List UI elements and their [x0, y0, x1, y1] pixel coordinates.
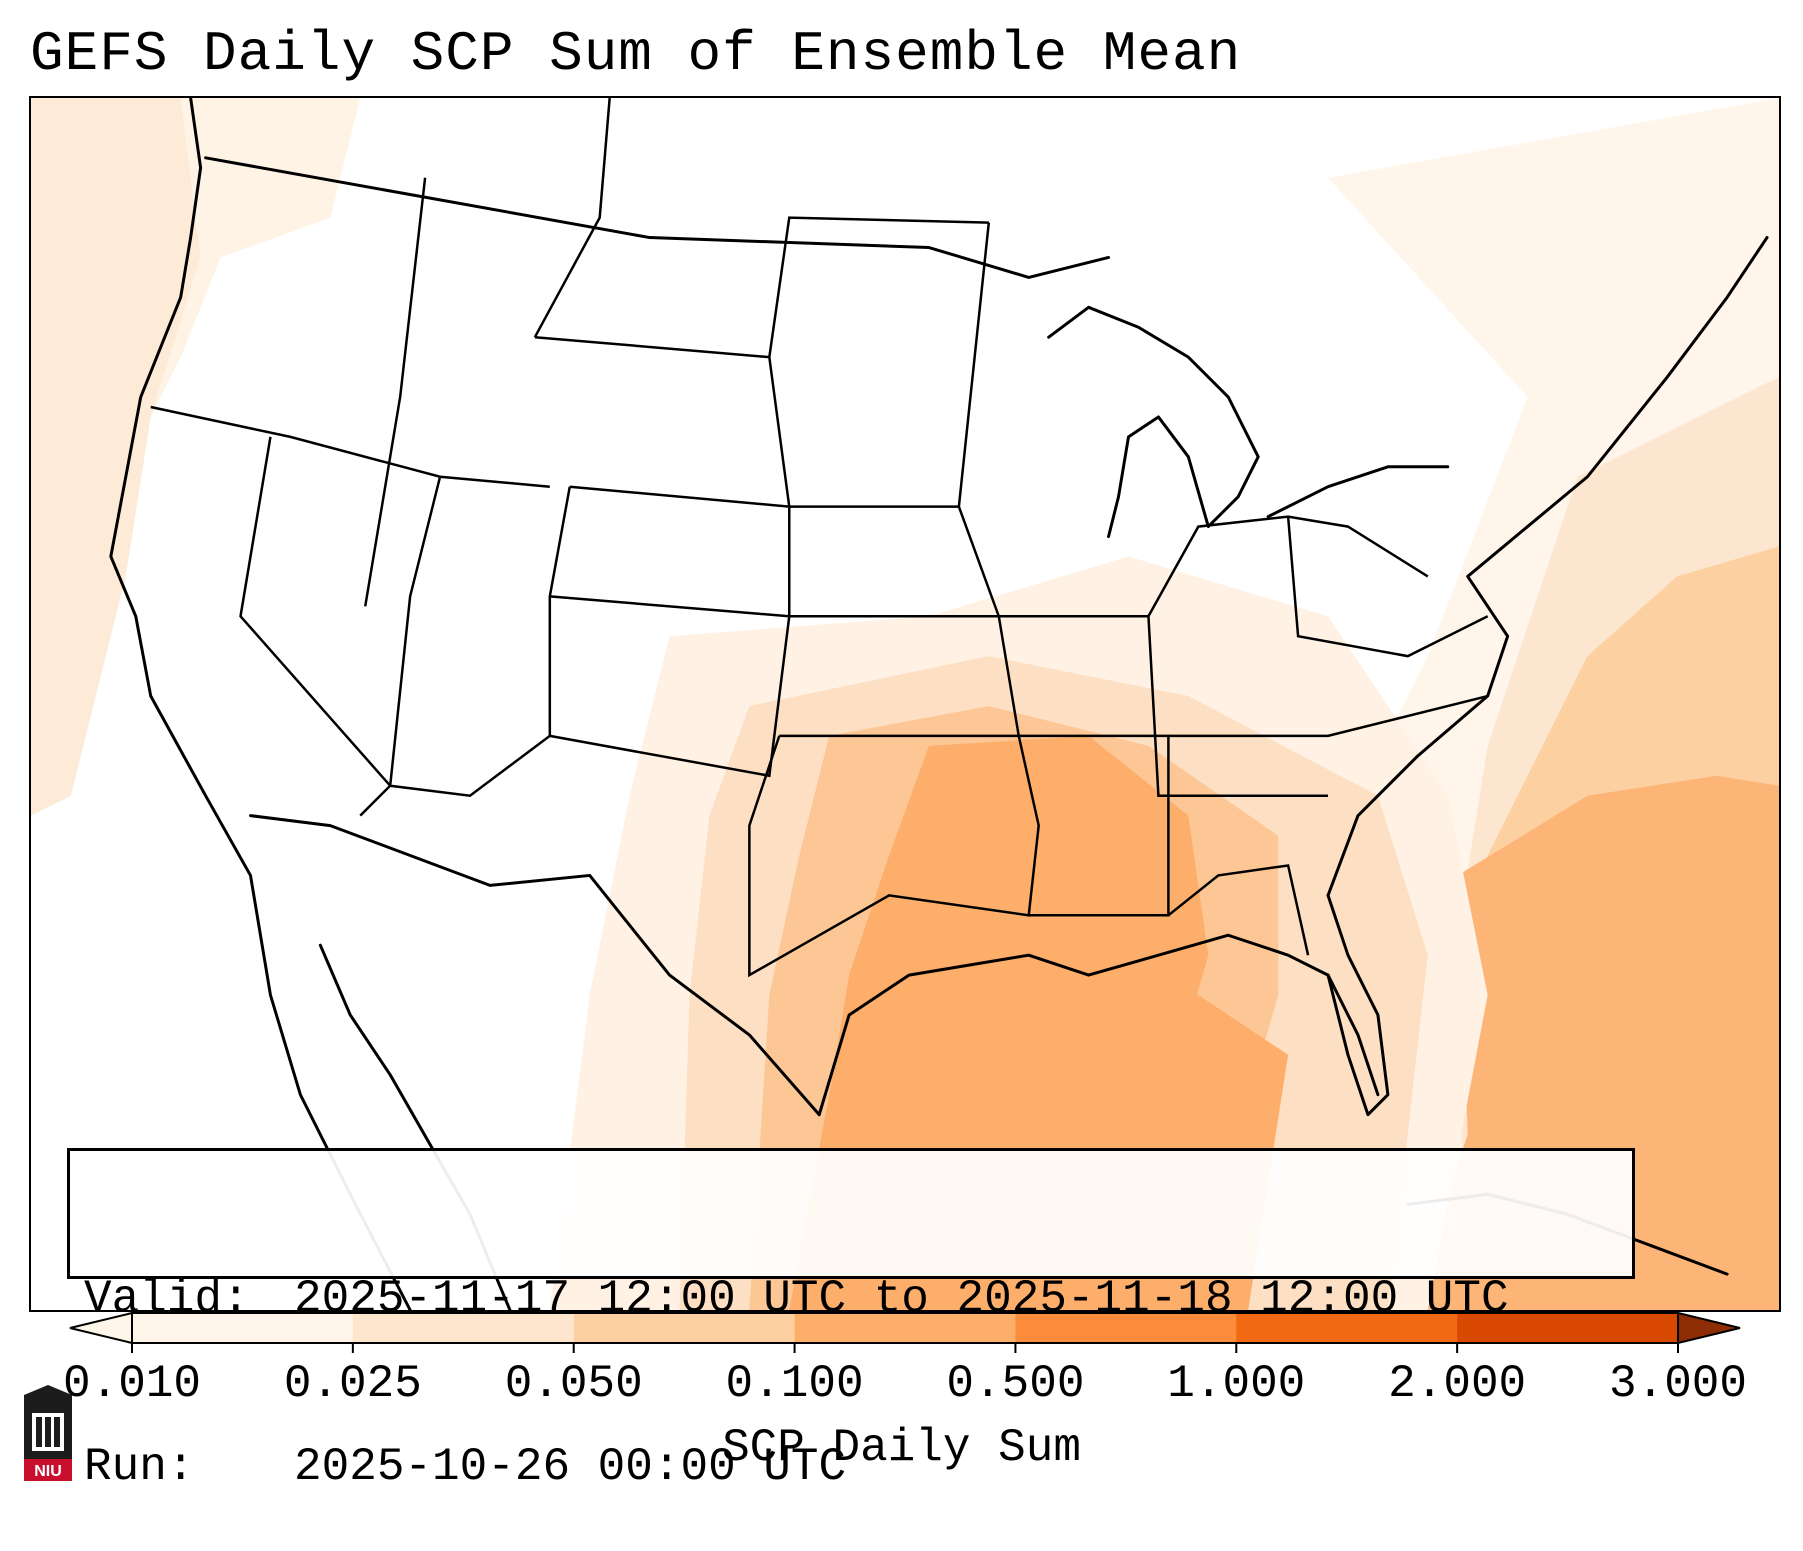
colorbar-svg [69, 1311, 1741, 1353]
coastline-west [109, 98, 412, 1310]
border-mexico [249, 814, 821, 1117]
niu-castle-icon: NIU [24, 1385, 72, 1481]
colorbar [69, 1311, 1741, 1353]
state-line-1 [364, 177, 427, 607]
shade-pacific-lightest [150, 98, 361, 417]
colorbar-tick-label: 0.100 [725, 1358, 864, 1410]
state-line-18 [1147, 616, 1329, 797]
colorbar-label: SCP Daily Sum [722, 1422, 1081, 1474]
map-canvas [31, 98, 1779, 1310]
colorbar-tick-label: 0.025 [283, 1358, 422, 1410]
state-line-13 [957, 506, 1149, 618]
colorbar-segment [1015, 1313, 1237, 1343]
colorbar-tick-label: 1.000 [1167, 1358, 1306, 1410]
map-outlines [109, 98, 1769, 1310]
state-line-3 [239, 436, 392, 817]
colorbar-segment [132, 1313, 354, 1343]
state-line-10 [748, 735, 1040, 978]
state-line-5 [549, 595, 791, 778]
border-canada [204, 156, 1111, 279]
colorbar-border [131, 1312, 1679, 1344]
map-title: GEFS Daily SCP Sum of Ensemble Mean [30, 22, 1242, 86]
state-line-12 [789, 222, 991, 508]
state-line-2 [150, 405, 550, 488]
state-line-15 [1168, 694, 1488, 738]
coastline-east [1326, 236, 1769, 897]
map-panel [29, 96, 1781, 1312]
state-line-14 [1018, 734, 1170, 917]
run-label: Run: [84, 1441, 195, 1493]
state-line-11 [768, 216, 989, 358]
colorbar-segment [1236, 1313, 1458, 1343]
coastline-florida [1326, 893, 1390, 1117]
colorbar-segment [1457, 1313, 1679, 1343]
colorbar-tick-label: 0.010 [62, 1358, 202, 1410]
state-line-19 [1286, 516, 1489, 658]
colorbar-extend-high [1677, 1311, 1741, 1345]
state-line-9 [779, 615, 1021, 738]
run-value: 2025-10-26 00:00 UTC [294, 1441, 847, 1493]
shade-pacific-west [31, 98, 201, 816]
colorbar-extend-low [69, 1311, 133, 1345]
state-line-7 [534, 335, 791, 507]
colorbar-segment [352, 1313, 575, 1343]
state-line-6 [569, 485, 791, 617]
state-line-8 [533, 98, 611, 338]
colorbar-tick-label: 0.050 [504, 1358, 643, 1410]
state-line-4 [388, 476, 571, 797]
colorbar-segment [794, 1313, 1016, 1343]
valid-run-info-box: Valid: 2025-11-17 12:00 UTC to 2025-11-18… [67, 1148, 1635, 1493]
run-row: Run: 2025-10-26 00:00 UTC [84, 1439, 1618, 1495]
great-lakes [1047, 305, 1260, 539]
coastline-gulf [817, 933, 1380, 1117]
logo-text: NIU [34, 1463, 62, 1480]
colorbar-tick-label: 0.500 [946, 1358, 1085, 1410]
state-borders [150, 98, 1489, 978]
state-line-16 [1167, 864, 1310, 956]
colorbar-tick-label: 3.000 [1608, 1358, 1748, 1410]
lake-erie-ontario [1266, 465, 1450, 519]
colorbar-tick-label: 2.000 [1388, 1358, 1527, 1410]
colorbar-segment [573, 1313, 796, 1343]
scp-shading [31, 98, 1779, 1310]
